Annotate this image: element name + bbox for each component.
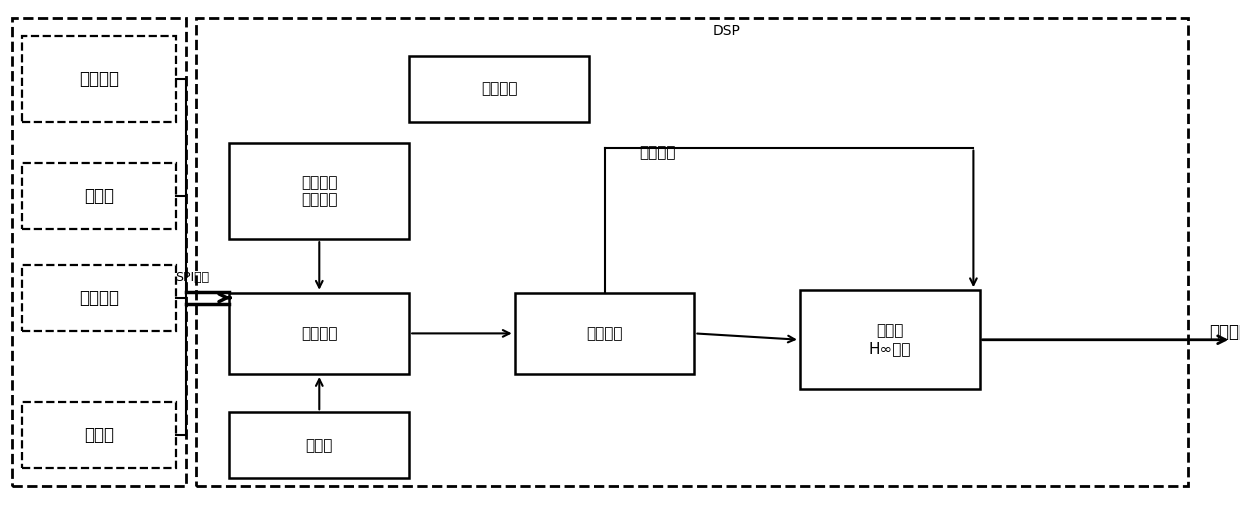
Text: 加速度计: 加速度计 xyxy=(79,289,119,307)
Bar xyxy=(229,412,409,478)
Bar xyxy=(22,265,176,331)
Bar xyxy=(409,56,589,122)
Bar xyxy=(229,143,409,239)
Text: 姿态输出: 姿态输出 xyxy=(1209,323,1240,341)
Text: 磁力计: 磁力计 xyxy=(84,426,114,444)
Bar xyxy=(12,18,186,486)
Text: 自适应
H∞滤波: 自适应 H∞滤波 xyxy=(868,324,911,356)
Text: 姿态更新: 姿态更新 xyxy=(301,326,337,341)
Text: SPI总线: SPI总线 xyxy=(175,271,210,284)
Text: 数据监测: 数据监测 xyxy=(481,81,517,97)
Text: 反馈校正: 反馈校正 xyxy=(639,145,676,160)
Text: DSP: DSP xyxy=(713,23,740,38)
Bar xyxy=(22,36,176,122)
Text: 数据降噪
误差补偿: 数据降噪 误差补偿 xyxy=(301,175,337,207)
Text: 初始化: 初始化 xyxy=(305,438,334,453)
Bar xyxy=(515,293,694,374)
Bar xyxy=(22,402,176,468)
Bar xyxy=(800,290,980,389)
Text: 系统模型: 系统模型 xyxy=(587,326,622,341)
Text: 数据采集: 数据采集 xyxy=(79,70,119,88)
Bar xyxy=(196,18,1188,486)
Bar xyxy=(229,293,409,374)
Text: 陀螺仪: 陀螺仪 xyxy=(84,187,114,205)
Bar xyxy=(22,163,176,229)
